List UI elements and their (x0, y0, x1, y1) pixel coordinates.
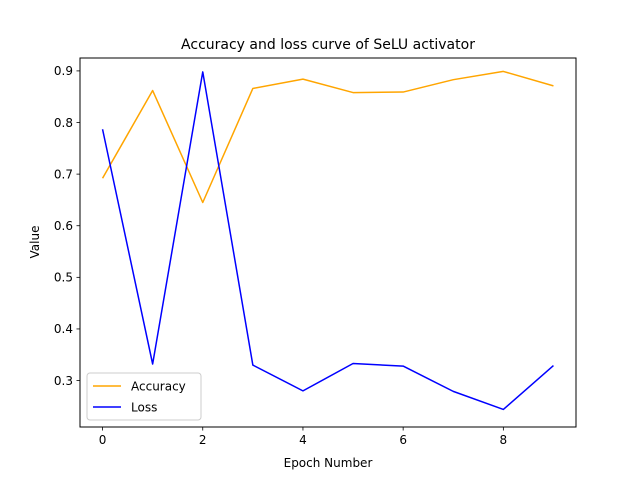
x-tick-label: 6 (399, 433, 407, 447)
series-line-loss (101, 71, 554, 411)
x-tick-label: 8 (500, 433, 508, 447)
x-tick-label: 4 (299, 433, 307, 447)
y-axis: 0.3 0.4 0.5 0.6 0.7 0.8 0.9 (54, 64, 80, 388)
legend: Accuracy Loss (86, 372, 202, 421)
legend-label: Loss (131, 400, 157, 414)
chart-title: Accuracy and loss curve of SeLU activato… (181, 37, 475, 53)
legend-label: Accuracy (131, 379, 186, 393)
y-tick-label: 0.3 (54, 374, 73, 388)
y-tick-label: 0.4 (54, 322, 73, 336)
x-axis: 0 2 4 6 8 (99, 427, 507, 447)
x-axis-label: Epoch Number (284, 456, 373, 470)
y-tick-label: 0.7 (54, 167, 73, 181)
plot-frame (79, 57, 577, 428)
y-tick-label: 0.9 (54, 64, 73, 78)
y-tick-label: 0.5 (54, 271, 73, 285)
legend-box (86, 372, 202, 421)
y-axis-label: Value (28, 226, 42, 259)
y-tick-label: 0.6 (54, 219, 73, 233)
y-tick-label: 0.8 (54, 116, 73, 130)
x-tick-label: 0 (99, 433, 107, 447)
plot-area (101, 70, 554, 411)
x-tick-label: 2 (199, 433, 207, 447)
series-line-accuracy (101, 70, 554, 204)
